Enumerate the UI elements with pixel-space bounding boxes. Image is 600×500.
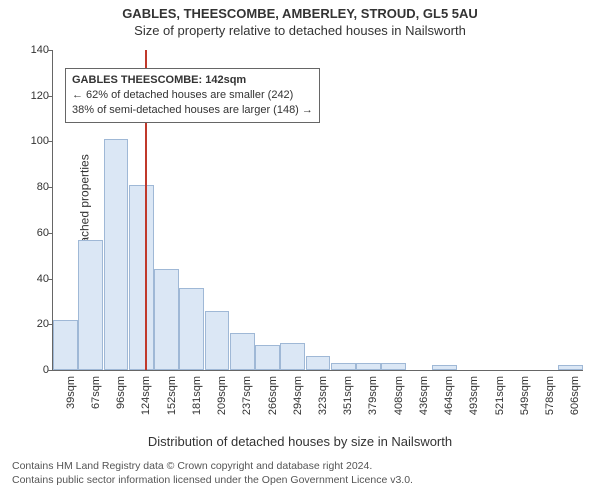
histogram-bar: [381, 363, 406, 370]
y-tick-mark: [48, 50, 53, 51]
footer-attribution: Contains HM Land Registry data © Crown c…: [0, 449, 600, 487]
x-tick-label: 39sqm: [65, 376, 77, 409]
x-tick-label: 124sqm: [140, 376, 152, 415]
x-tick-label: 152sqm: [166, 376, 178, 415]
histogram-bar: [205, 311, 230, 370]
y-tick-label: 120: [19, 90, 49, 102]
infobox-line1: GABLES THEESCOMBE: 142sqm: [72, 73, 313, 88]
histogram-bar: [356, 363, 381, 370]
histogram-bar: [331, 363, 356, 370]
x-tick-label: 181sqm: [191, 376, 203, 415]
y-tick-mark: [48, 187, 53, 188]
infobox-line2: ← 62% of detached houses are smaller (24…: [72, 88, 313, 103]
x-tick-label: 493sqm: [468, 376, 480, 415]
histogram-bar: [280, 343, 305, 370]
histogram-bar: [104, 139, 129, 370]
y-tick-mark: [48, 324, 53, 325]
plot-area: 020406080100120140GABLES THEESCOMBE: 142…: [52, 50, 583, 371]
x-tick-label: 408sqm: [393, 376, 405, 415]
x-tick-label: 578sqm: [544, 376, 556, 415]
infobox-line3: 38% of semi-detached houses are larger (…: [72, 103, 313, 118]
chart-title-primary: GABLES, THEESCOMBE, AMBERLEY, STROUD, GL…: [0, 0, 600, 21]
x-tick-label: 266sqm: [267, 376, 279, 415]
chart-container: Number of detached properties 0204060801…: [0, 42, 600, 432]
x-tick-label: 606sqm: [569, 376, 581, 415]
y-tick-label: 40: [19, 273, 49, 285]
histogram-bar: [306, 356, 331, 370]
y-tick-mark: [48, 96, 53, 97]
x-tick-label: 436sqm: [418, 376, 430, 415]
y-tick-label: 100: [19, 135, 49, 147]
y-tick-label: 140: [19, 44, 49, 56]
y-tick-label: 60: [19, 227, 49, 239]
histogram-bar: [154, 269, 179, 370]
y-tick-mark: [48, 233, 53, 234]
y-tick-mark: [48, 370, 53, 371]
x-tick-label: 209sqm: [216, 376, 228, 415]
histogram-bar: [230, 333, 255, 370]
x-tick-label: 379sqm: [367, 376, 379, 415]
histogram-bar: [53, 320, 78, 370]
histogram-bar: [558, 365, 583, 370]
x-axis-label: Distribution of detached houses by size …: [0, 432, 600, 449]
x-tick-label: 351sqm: [342, 376, 354, 415]
histogram-bar: [179, 288, 204, 370]
histogram-bar: [255, 345, 280, 370]
y-tick-label: 80: [19, 181, 49, 193]
footer-line1: Contains HM Land Registry data © Crown c…: [12, 459, 588, 473]
x-tick-label: 67sqm: [90, 376, 102, 409]
y-tick-label: 20: [19, 318, 49, 330]
x-tick-label: 549sqm: [519, 376, 531, 415]
y-tick-mark: [48, 279, 53, 280]
x-tick-label: 323sqm: [317, 376, 329, 415]
x-tick-label: 294sqm: [292, 376, 304, 415]
x-tick-label: 96sqm: [115, 376, 127, 409]
chart-title-secondary: Size of property relative to detached ho…: [0, 21, 600, 42]
x-tick-label: 464sqm: [443, 376, 455, 415]
histogram-bar: [129, 185, 154, 370]
callout-infobox: GABLES THEESCOMBE: 142sqm← 62% of detach…: [65, 68, 320, 123]
histogram-bar: [78, 240, 103, 370]
y-tick-label: 0: [19, 364, 49, 376]
x-tick-label: 521sqm: [494, 376, 506, 415]
y-tick-mark: [48, 141, 53, 142]
footer-line2: Contains public sector information licen…: [12, 473, 588, 487]
x-tick-label: 237sqm: [241, 376, 253, 415]
histogram-bar: [432, 365, 457, 370]
